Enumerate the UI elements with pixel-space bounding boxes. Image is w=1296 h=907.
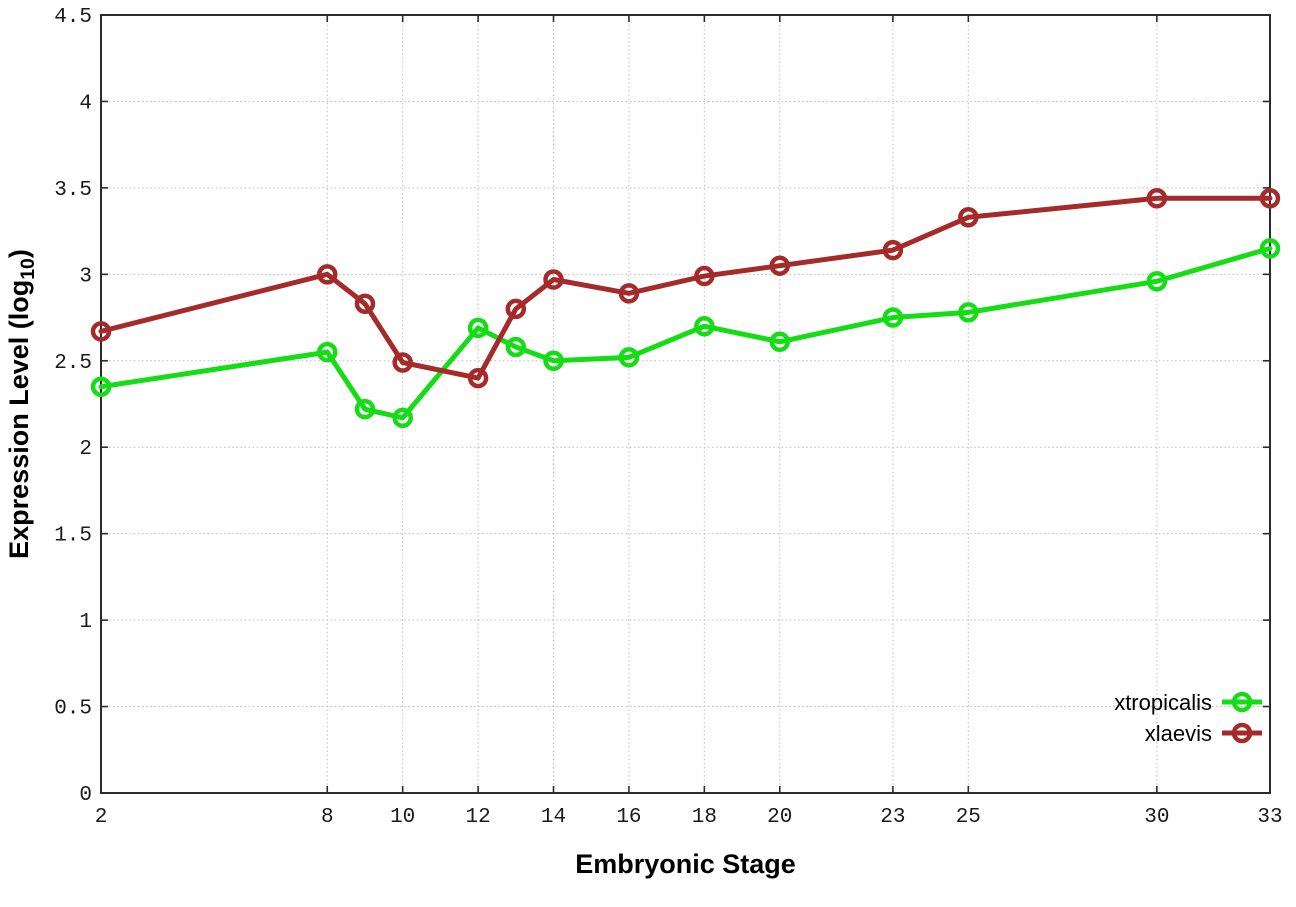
data-point-xlaevis [90, 321, 112, 342]
data-point-xtropicalis [392, 407, 413, 429]
data-point-xtropicalis [317, 341, 338, 363]
legend-label-xlaevis: xlaevis [1145, 721, 1212, 746]
data-point-xtropicalis [543, 350, 564, 372]
data-point-xtropicalis [958, 302, 979, 323]
data-point-xtropicalis [90, 376, 112, 397]
data-point-xtropicalis [505, 336, 527, 358]
series-line-xlaevis [98, 195, 1273, 381]
legend-marker-xtropicalis [1231, 691, 1253, 713]
y-tick-label: 0 [79, 784, 92, 807]
y-tick-label: 1 [79, 611, 92, 634]
y-tick-label: 0.5 [54, 698, 92, 721]
y-tick-label: 2.5 [54, 352, 92, 375]
x-tick-label: 30 [1144, 806, 1169, 829]
data-point-xlaevis [882, 239, 904, 261]
y-tick-label: 3.5 [54, 179, 92, 202]
data-point-xlaevis [618, 283, 640, 304]
data-point-xlaevis [354, 293, 376, 314]
data-point-xlaevis [1146, 188, 1168, 209]
x-tick-label: 25 [956, 806, 981, 829]
data-point-xlaevis [1259, 188, 1281, 209]
data-point-xlaevis [694, 265, 715, 287]
y-axis-label-subscript: 10 [16, 258, 39, 280]
y-tick-label: 3 [79, 265, 92, 288]
data-point-xtropicalis [467, 317, 489, 339]
data-point-xtropicalis [1259, 238, 1281, 259]
data-point-xtropicalis [882, 307, 904, 328]
x-tick-label: 2 [95, 806, 108, 829]
data-point-xlaevis [958, 207, 979, 228]
y-axis-label: Expression Level (log10) [4, 249, 40, 559]
y-tick-label: 2 [79, 438, 92, 461]
data-point-xtropicalis [618, 347, 640, 368]
x-tick-label: 20 [767, 806, 792, 829]
data-point-xlaevis [769, 255, 791, 276]
x-tick-label: 10 [390, 806, 415, 829]
x-tick-label: 18 [692, 806, 717, 829]
x-tick-label: 23 [880, 806, 905, 829]
legend-marker-xlaevis [1231, 722, 1253, 744]
y-axis-label-close: ) [4, 249, 35, 259]
y-tick-label: 4.5 [54, 6, 92, 29]
x-tick-label: 14 [541, 806, 566, 829]
data-point-xtropicalis [354, 398, 376, 420]
data-point-xlaevis [505, 298, 527, 320]
y-tick-label: 4 [79, 92, 92, 115]
x-tick-label: 12 [465, 806, 490, 829]
x-tick-label: 8 [321, 806, 334, 829]
plot-border [100, 14, 1271, 794]
data-point-xlaevis [317, 264, 338, 285]
data-point-xtropicalis [1146, 270, 1168, 292]
data-point-xtropicalis [694, 315, 715, 337]
data-point-xlaevis [467, 367, 489, 389]
x-axis-label: Embryonic Stage [575, 849, 796, 879]
data-point-xlaevis [392, 352, 413, 373]
series-line-xtropicalis [98, 245, 1273, 421]
data-point-xtropicalis [769, 331, 791, 353]
y-axis-label-text: Expression Level (log [4, 279, 35, 559]
data-point-xlaevis [543, 269, 564, 290]
y-tick-label: 1.5 [54, 525, 92, 548]
legend-label-xtropicalis: xtropicalis [1114, 690, 1212, 715]
x-tick-label: 16 [616, 806, 641, 829]
x-tick-label: 33 [1257, 806, 1282, 829]
